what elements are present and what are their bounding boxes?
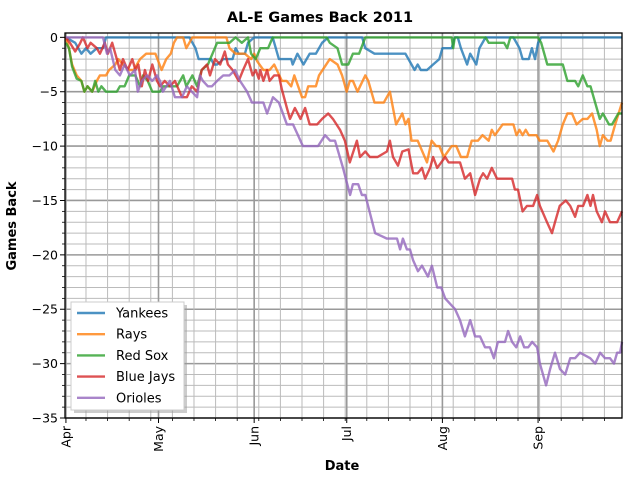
legend-item: Blue Jays	[77, 370, 175, 385]
legend-item: Red Sox	[77, 349, 169, 364]
y-tick-label: −15	[32, 193, 58, 208]
y-axis-ticks: 0 −5 −10 −15 −20 −25 −30 −35	[32, 30, 65, 426]
legend-label: Blue Jays	[116, 370, 175, 385]
x-tick-label: May	[151, 425, 166, 451]
y-tick-label: −20	[32, 247, 58, 262]
legend-item: Orioles	[77, 391, 162, 406]
y-tick-label: −25	[32, 302, 58, 317]
legend-item: Yankees	[77, 307, 168, 322]
plot-frame	[64, 32, 623, 419]
x-axis-label: Date	[325, 459, 360, 474]
y-tick-label: −5	[40, 84, 58, 99]
y-tick-label: −30	[32, 356, 58, 371]
y-tick-label: −10	[32, 139, 58, 154]
x-tick-label: Aug	[435, 426, 450, 450]
series-lines	[64, 36, 624, 387]
legend-label: Rays	[116, 328, 147, 343]
legend-item: Rays	[77, 328, 147, 343]
y-tick-label: −35	[32, 411, 58, 426]
y-axis-label: Games Back	[5, 181, 20, 270]
legend-label: Orioles	[116, 391, 162, 406]
x-tick-label: Jun	[247, 426, 262, 447]
series-line-yankees	[65, 36, 622, 72]
legend-label: Red Sox	[116, 349, 169, 364]
x-tick-label: Apr	[58, 425, 73, 447]
y-tick-label: 0	[50, 30, 58, 45]
x-tick-label: Sep	[531, 426, 546, 450]
series-line-rays	[64, 36, 624, 164]
series-line-orioles	[65, 36, 624, 387]
legend: Yankees Rays Red Sox Blue Jays Orioles	[70, 301, 187, 413]
x-tick-label: Jul	[339, 426, 354, 442]
x-axis-ticks: Apr May Jun Jul Aug Sep	[58, 418, 605, 452]
legend-label: Yankees	[115, 307, 168, 322]
series-line-blue-jays	[64, 36, 624, 235]
series-line-red-sox	[64, 36, 622, 126]
chart-title: AL-E Games Back 2011	[227, 10, 413, 26]
